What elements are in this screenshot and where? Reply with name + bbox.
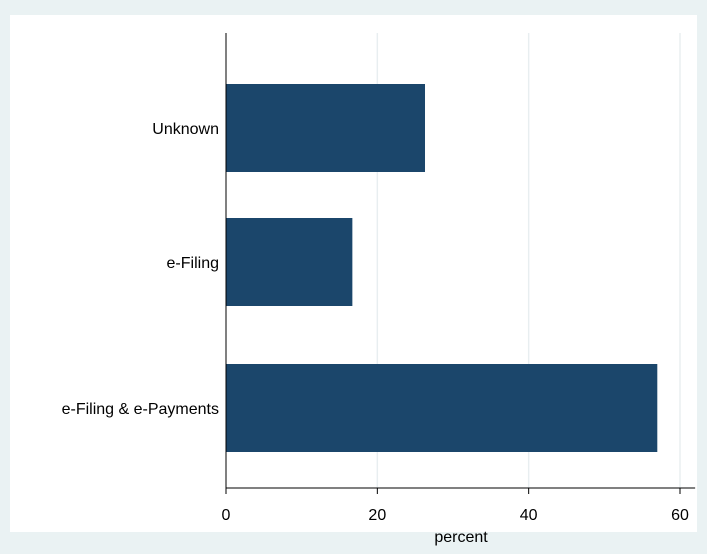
labels: Unknown e-Filing e-Filing & e-Payments 0 20 4…: [62, 121, 689, 546]
category-label: e-Filing & e-Payments: [62, 401, 219, 418]
x-tick-label: 0: [222, 507, 231, 524]
bars: [226, 84, 658, 452]
bar-e-filing: [226, 218, 353, 306]
x-tick-label: 60: [671, 507, 689, 524]
bar-e-filing-e-payments: [226, 364, 658, 452]
category-label: Unknown: [152, 121, 219, 138]
category-label: e-Filing: [167, 255, 219, 272]
bar-unknown: [226, 84, 426, 172]
x-tick-label: 40: [520, 507, 538, 524]
x-axis-title: percent: [434, 529, 488, 546]
axes: [225, 33, 696, 494]
x-tick-label: 20: [368, 507, 386, 524]
